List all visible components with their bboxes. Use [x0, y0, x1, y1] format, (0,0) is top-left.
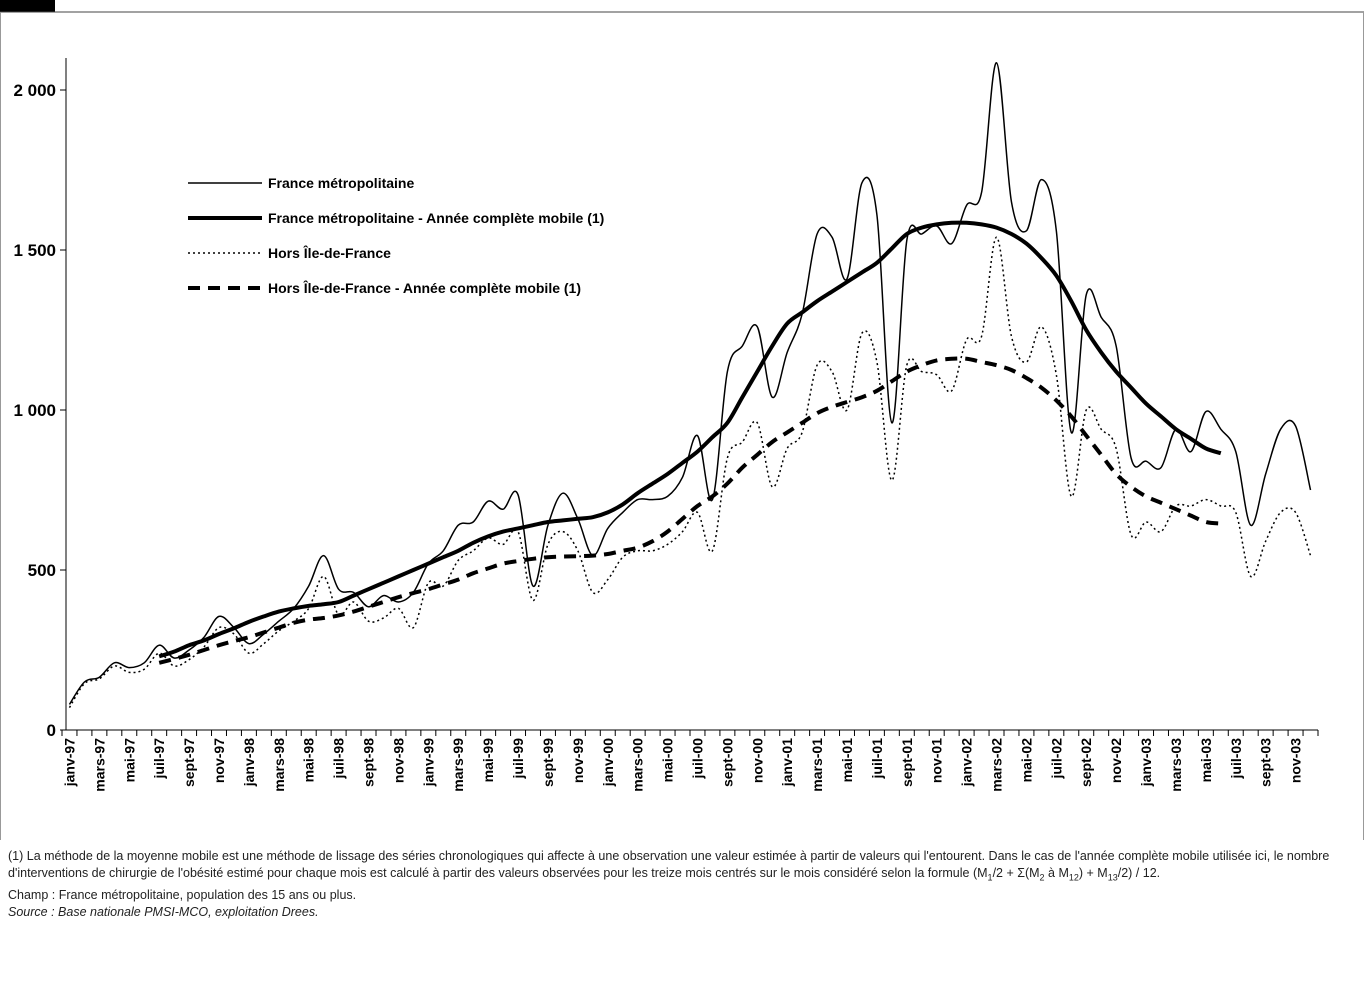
legend-label: Hors Île-de-France - Année complète mobi… [268, 279, 581, 296]
x-tick-label: mars-03 [1168, 738, 1184, 792]
subscript: 1 [987, 872, 993, 883]
x-tick-label: mars-00 [630, 738, 646, 792]
x-tick-label: sept-99 [540, 738, 556, 787]
x-tick-label: nov-98 [390, 738, 406, 783]
x-tick-label: mars-01 [809, 738, 825, 792]
x-tick-label: mai-03 [1198, 738, 1214, 783]
x-tick-label: juil-99 [510, 738, 526, 780]
series-line [158, 356, 1222, 665]
note-text: /2) / 12. [1117, 866, 1161, 880]
legend-label: France métropolitaine [268, 175, 414, 191]
x-tick-label: juil-03 [1228, 738, 1244, 780]
x-tick-label: mai-01 [839, 738, 855, 783]
x-tick-label: nov-97 [211, 738, 227, 783]
x-tick-label: sept-00 [719, 738, 735, 787]
x-tick-label: janv-99 [420, 738, 436, 787]
series-line [158, 220, 1222, 659]
subscript: 2 [1039, 872, 1045, 883]
x-tick-label: janv-00 [600, 738, 616, 787]
x-tick-label: janv-01 [779, 738, 795, 787]
subscript: 12 [1068, 872, 1079, 883]
x-tick-label: sept-97 [181, 738, 197, 787]
chart: 0 500 1 000 1 500 2 000 janv-97 mars-97 mai-97 j… [0, 0, 1364, 840]
x-tick-label: janv-02 [959, 738, 975, 787]
x-tick-label: juil-02 [1048, 738, 1064, 780]
y-tick-label: 1 000 [13, 401, 56, 420]
y-tick-label: 2 000 [13, 81, 56, 100]
x-tick-label: nov-00 [749, 738, 765, 783]
x-tick-label: mars-98 [271, 738, 287, 792]
note-text: (1) La méthode de la moyenne mobile est … [8, 849, 1330, 880]
x-tick-label: mai-99 [480, 738, 496, 783]
x-tick-label: juil-01 [869, 738, 885, 780]
note-text: ) + M [1078, 866, 1108, 880]
x-tick-label: mai-02 [1018, 738, 1034, 783]
x-tick-label: janv-98 [241, 738, 257, 787]
note-text: à M [1044, 866, 1069, 880]
x-tick-label: mai-00 [660, 738, 676, 783]
x-tick-label: nov-01 [929, 738, 945, 783]
x-tick-label: juil-97 [151, 738, 167, 780]
source-note: Source : Base nationale PMSI-MCO, exploi… [8, 904, 319, 919]
legend-label: Hors Île-de-France [268, 244, 391, 261]
x-tick-label: sept-01 [899, 738, 915, 787]
x-tick-label: sept-02 [1078, 738, 1094, 787]
x-tick-label: mars-99 [450, 738, 466, 792]
notes: (1) La méthode de la moyenne mobile est … [8, 848, 1348, 921]
y-tick-label: 0 [47, 721, 56, 740]
x-tick-label: janv-97 [61, 738, 77, 787]
method-note: (1) La méthode de la moyenne mobile est … [8, 848, 1348, 887]
x-tick-label: nov-99 [570, 738, 586, 783]
x-tick-label: janv-03 [1138, 738, 1154, 787]
note-text: /2 + Σ(M [992, 866, 1040, 880]
legend-label: France métropolitaine - Année complète m… [268, 210, 604, 226]
x-tick-label: mars-02 [989, 738, 1005, 792]
x-tick-label: nov-02 [1108, 738, 1124, 783]
y-tick-label: 500 [28, 561, 56, 580]
y-tick-label: 1 500 [13, 241, 56, 260]
x-tick-label: juil-98 [331, 738, 347, 780]
series-line [68, 236, 1312, 708]
x-tick-label: mai-97 [121, 738, 137, 783]
x-tick-label: mars-97 [91, 738, 107, 792]
x-tick-label: sept-03 [1258, 738, 1274, 787]
x-tick-label: nov-03 [1288, 738, 1304, 783]
x-tick-label: sept-98 [361, 738, 377, 787]
header-tab [0, 0, 55, 12]
x-tick-label: mai-98 [301, 738, 317, 783]
subscript: 13 [1107, 872, 1118, 883]
champ-note: Champ : France métropolitaine, populatio… [8, 887, 357, 902]
x-tick-label: juil-00 [689, 738, 705, 780]
series-line [68, 62, 1312, 705]
